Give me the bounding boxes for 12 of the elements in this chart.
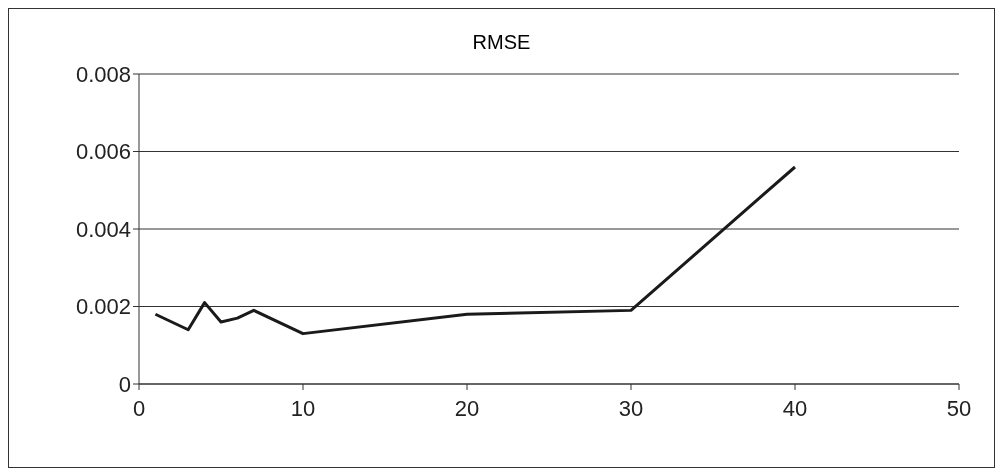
x-tick-label: 30 <box>618 395 644 421</box>
x-tick-label: 40 <box>782 395 808 421</box>
y-tick-label: 0.002 <box>75 294 131 320</box>
y-tick-label: 0.004 <box>75 216 131 242</box>
x-tick-label: 50 <box>946 395 972 421</box>
x-tick-label: 10 <box>290 395 316 421</box>
x-tick-label: 20 <box>454 395 480 421</box>
y-tick-label: 0.006 <box>75 139 131 165</box>
chart-title: RMSE <box>471 31 532 54</box>
y-tick-label: 0.008 <box>75 61 131 87</box>
y-tick-label: 0 <box>118 371 131 397</box>
line-series <box>153 165 797 336</box>
